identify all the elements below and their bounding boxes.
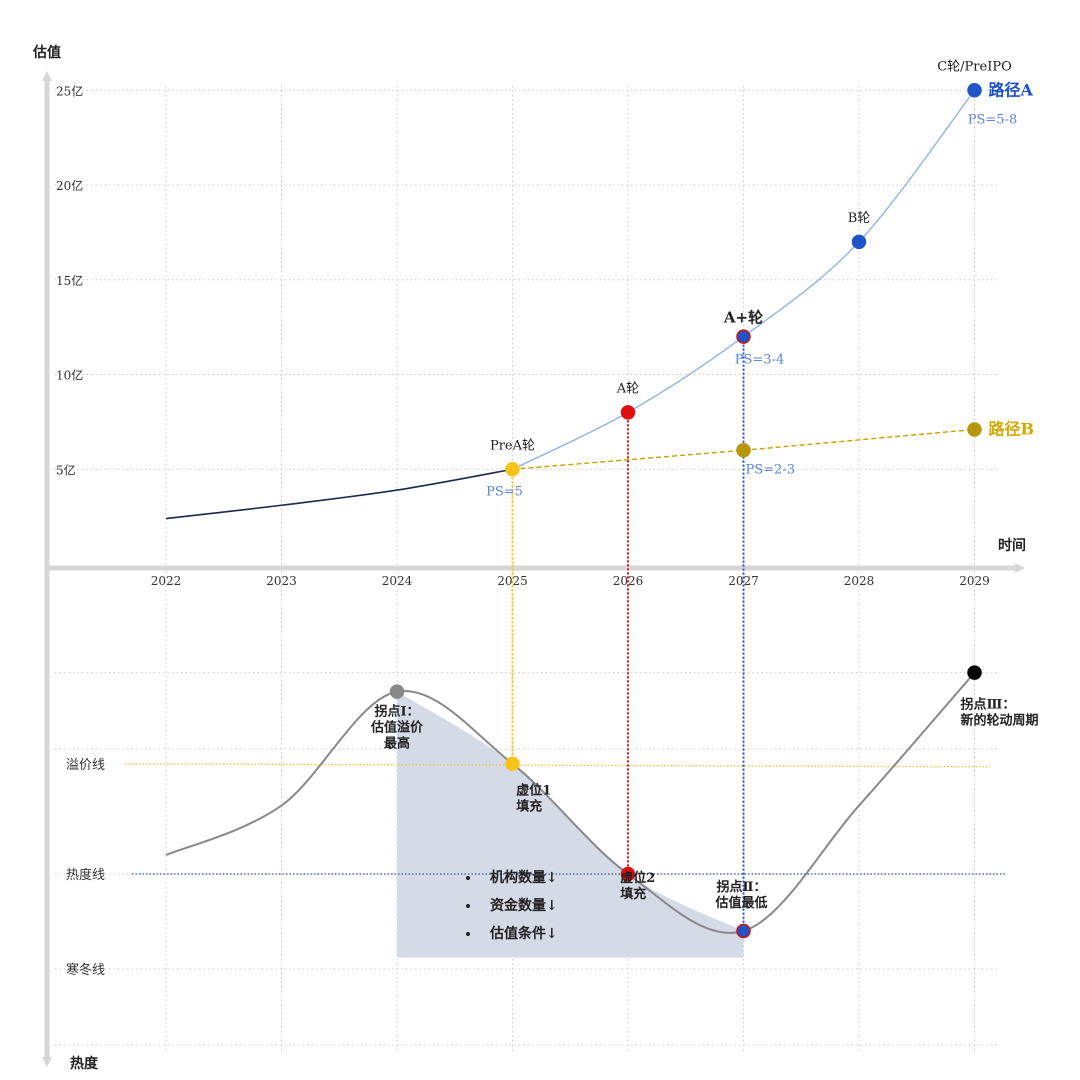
point [967, 422, 982, 437]
y-tick-label: 20亿 [56, 178, 83, 193]
annotation-label: 虚位1 填充 [516, 782, 551, 814]
point [851, 234, 867, 250]
heat-point [505, 756, 520, 772]
heat-point-label: 拐点Ⅲ：新的轮动周期 [961, 697, 1039, 729]
heat-point-label: 拐点Ⅱ：估值最低 [714, 879, 767, 911]
bullet-text: 机构数量↓ [490, 869, 558, 886]
y-axis-title: 估值 [32, 44, 61, 61]
point-label: C轮/PreIPO [937, 59, 1012, 74]
heat-point-label: 拐点Ⅰ：估值溢价最高 [370, 704, 424, 752]
series-label: 路径B [989, 419, 1035, 438]
point [967, 83, 982, 98]
x-tick-label: 2026 [613, 574, 644, 588]
shaded-region [397, 691, 744, 958]
heat-point [967, 665, 982, 680]
point [505, 462, 520, 477]
data-points [389, 83, 982, 939]
bullet-dot [466, 932, 470, 936]
bullet-text: 资金数量↓ [490, 897, 558, 914]
bullet-text: 估值条件↓ [489, 925, 558, 942]
x-tick-label: 2022 [151, 574, 182, 588]
y-tick-label: 5亿 [56, 462, 76, 477]
x-tick-label: 2024 [382, 574, 413, 588]
labels: 5亿 10亿 15亿 20亿 25亿 2022 2023 2024 2025 2026 2027 20… [56, 59, 1039, 978]
heat-curve [165, 671, 976, 934]
heat-point [620, 866, 636, 882]
x-tick-label: 2027 [728, 574, 759, 588]
bullet-dot [466, 904, 470, 908]
point-note: PS=3-4 [735, 353, 784, 368]
level-label: 溢价线 [66, 758, 105, 773]
trough-shade [397, 691, 744, 958]
series-label: 路径A [989, 80, 1034, 99]
point-label: PreA轮 [490, 438, 535, 453]
level-line [124, 763, 991, 768]
series-line-pathB [512, 428, 975, 470]
x-tick-label: 2023 [266, 574, 297, 588]
x-axis-title: 时间 [998, 537, 1026, 554]
heat-point [389, 684, 405, 699]
level-label: 寒冬线 [66, 962, 105, 978]
point-label: B轮 [848, 211, 871, 226]
point-label: A轮 [616, 381, 639, 396]
bullet-dot [466, 876, 470, 880]
point [736, 443, 751, 458]
y-tick-label: 10亿 [56, 368, 83, 383]
series-line-history [165, 468, 513, 520]
axes: 估值 时间 热度 [32, 44, 1026, 1072]
level-label: 热度线 [66, 867, 105, 883]
point [736, 329, 751, 344]
point-note: PS=5 [486, 484, 523, 499]
y-tick-label: 15亿 [56, 273, 83, 288]
point-label: A+轮 [723, 309, 763, 327]
point-note: PS=5-8 [968, 112, 1017, 127]
point-note: PS=2-3 [746, 462, 795, 477]
heat-point [736, 923, 751, 939]
x-tick-label: 2029 [959, 574, 990, 588]
annotation-label: 虚位2 填充 [620, 870, 655, 902]
y-tick-label: 25亿 [56, 83, 83, 98]
x-tick-label: 2028 [844, 574, 875, 588]
heat-axis-title: 热度 [70, 1055, 99, 1072]
series-lines [124, 89, 1005, 934]
x-tick-label: 2025 [497, 574, 528, 588]
point [620, 405, 636, 420]
